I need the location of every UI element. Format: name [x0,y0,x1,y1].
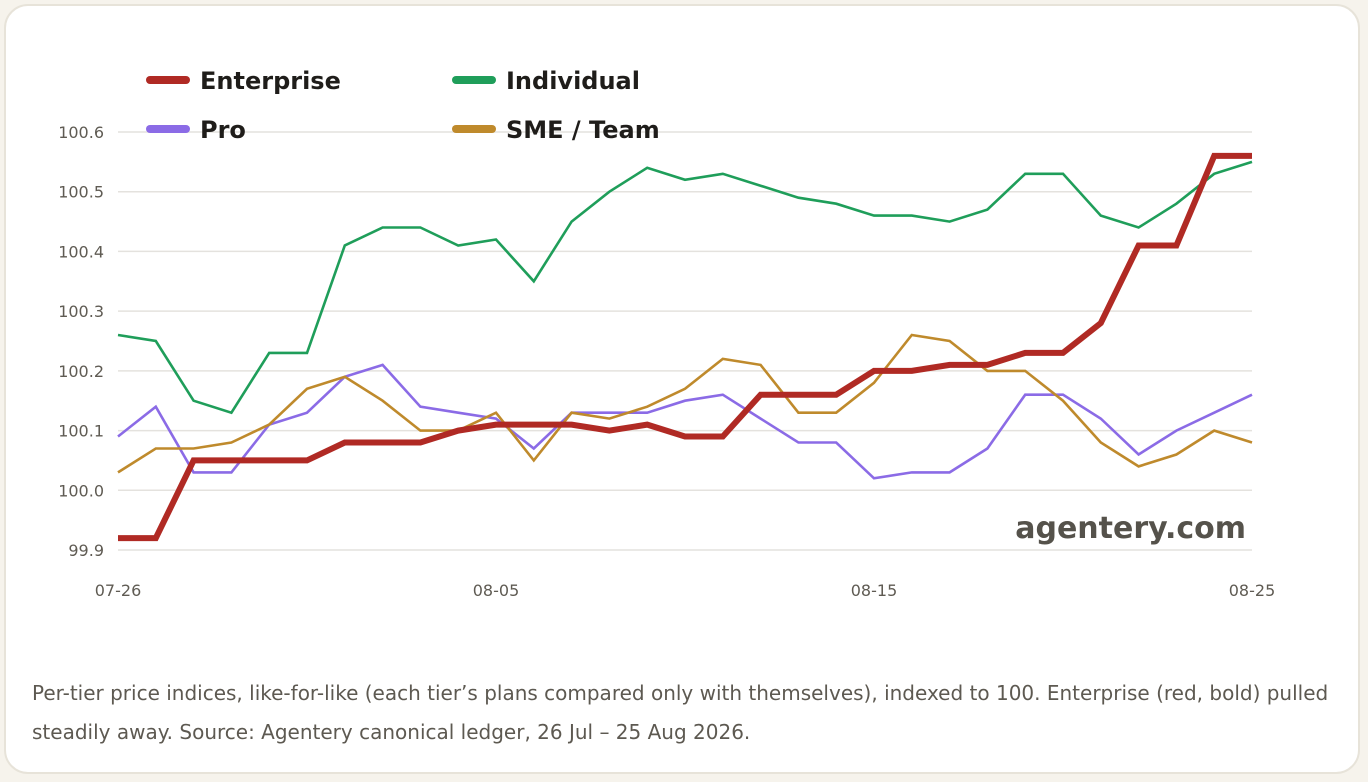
y-tick-label: 100.5 [58,183,104,202]
legend-label-enterprise: Enterprise [200,67,341,95]
x-tick-label: 08-25 [1229,581,1276,600]
series-line-enterprise [118,152,1252,542]
legend-label-individual: Individual [506,67,640,95]
y-tick-label: 100.4 [58,242,104,261]
y-tick-label: 100.1 [58,422,104,441]
chart-card: 99.9 100.0 100.1 100.2 100.3 100.4 100.5 100.6 0… [4,4,1360,774]
series-line-pro [117,363,1253,480]
y-tick-label: 100.3 [58,302,104,321]
y-tick-label: 99.9 [68,541,104,560]
legend-label-sme-team: SME / Team [506,116,660,144]
line-chart: 99.9 100.0 100.1 100.2 100.3 100.4 100.5 100.6 0… [58,67,1276,600]
y-tick-label: 100.2 [58,362,104,381]
watermark-text: agentery.com [1015,511,1246,546]
series-line-individual [117,160,1253,415]
x-tick-label: 07-26 [95,581,142,600]
series-line-sme-team [117,333,1253,474]
x-tick-label: 08-05 [473,581,520,600]
y-tick-label: 100.0 [58,481,104,500]
y-tick-label: 100.6 [58,123,104,142]
x-tick-label: 08-15 [851,581,898,600]
legend-label-pro: Pro [200,116,246,144]
chart-caption: Per-tier price indices, like-for-like (e… [32,681,1329,744]
